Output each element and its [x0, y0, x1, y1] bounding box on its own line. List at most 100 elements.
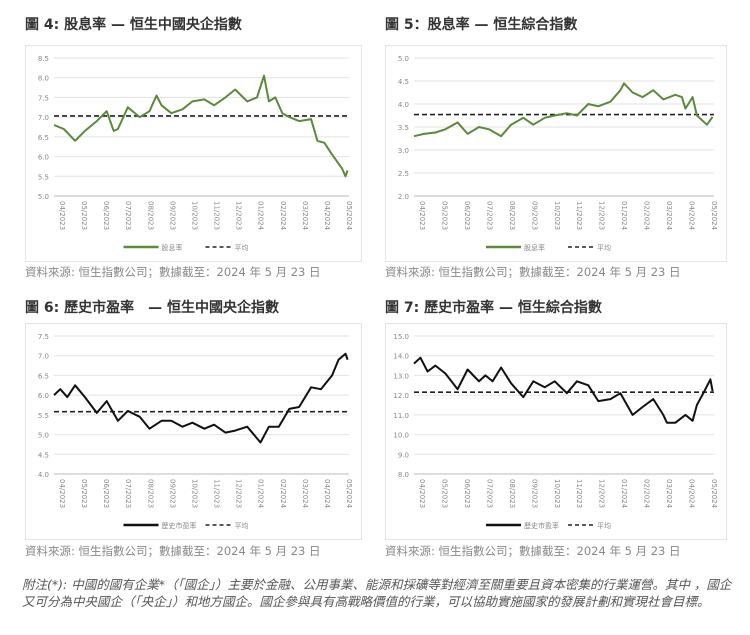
y-tick-label: 2.0 — [398, 193, 409, 201]
y-tick-label: 12.0 — [393, 392, 409, 400]
y-tick-label: 8.5 — [38, 55, 49, 63]
x-tick-label: 03/2024 — [301, 201, 309, 231]
y-tick-label: 5.0 — [398, 55, 409, 63]
y-tick-label: 5.5 — [38, 412, 49, 420]
y-tick-label: 13.0 — [393, 372, 409, 380]
x-tick-label: 01/2024 — [257, 479, 265, 509]
x-tick-label: 03/2024 — [665, 479, 673, 509]
y-tick-label: 5.0 — [38, 432, 49, 440]
x-tick-label: 02/2024 — [643, 479, 651, 509]
x-tick-label: 10/2023 — [190, 479, 198, 508]
legend-label: 平均 — [235, 521, 249, 530]
legend-label: 平均 — [235, 243, 249, 252]
x-tick-label: 08/2023 — [508, 479, 516, 508]
y-tick-label: 5.5 — [38, 173, 49, 181]
y-tick-label: 7.0 — [38, 353, 49, 361]
y-tick-label: 3.0 — [398, 147, 409, 155]
x-tick-label: 07/2023 — [124, 479, 132, 508]
chart-title: 圖 6: 歷史市盈率 — 恒生中國央企指數 — [25, 300, 279, 316]
x-tick-label: 10/2023 — [553, 201, 561, 230]
x-tick-label: 11/2023 — [575, 479, 583, 508]
y-tick-label: 4.0 — [38, 471, 49, 479]
source-note: 資料來源: 恒生指數公司；數據截至：2024 年 5 月 23 日 — [385, 265, 681, 279]
x-tick-label: 10/2023 — [553, 479, 561, 508]
source-note: 資料來源: 恒生指數公司；數據截至：2024 年 5 月 23 日 — [25, 544, 321, 558]
x-tick-label: 05/2024 — [345, 201, 353, 231]
x-tick-label: 06/2023 — [102, 479, 110, 508]
x-tick-label: 03/2024 — [301, 479, 309, 509]
y-tick-label: 8.0 — [398, 471, 409, 479]
x-tick-label: 01/2024 — [620, 479, 628, 509]
x-tick-label: 03/2024 — [665, 201, 673, 231]
x-tick-label: 11/2023 — [575, 201, 583, 230]
x-tick-label: 12/2023 — [235, 201, 243, 230]
x-tick-label: 01/2024 — [257, 201, 265, 231]
x-tick-label: 07/2023 — [485, 479, 493, 508]
y-tick-label: 4.5 — [398, 78, 409, 86]
x-tick-label: 02/2024 — [279, 201, 287, 231]
x-tick-label: 06/2023 — [463, 201, 471, 230]
source-note: 資料來源: 恒生指數公司；數據截至：2024 年 5 月 23 日 — [25, 265, 321, 279]
x-tick-label: 06/2023 — [463, 479, 471, 508]
x-tick-label: 04/2024 — [323, 479, 331, 509]
x-tick-label: 07/2023 — [485, 201, 493, 230]
y-tick-label: 11.0 — [393, 412, 409, 420]
x-tick-label: 01/2024 — [620, 201, 628, 231]
x-tick-label: 04/2024 — [688, 479, 696, 509]
x-tick-label: 05/2023 — [440, 201, 448, 230]
x-tick-label: 04/2024 — [688, 201, 696, 231]
y-tick-label: 8.0 — [38, 75, 49, 83]
x-tick-label: 12/2023 — [598, 479, 606, 508]
chart-title: 圖 4: 股息率 — 恒生中國央企指數 — [25, 17, 242, 33]
x-tick-label: 05/2023 — [440, 479, 448, 508]
x-tick-label: 05/2023 — [80, 201, 88, 230]
series-line — [53, 74, 349, 178]
chart-box: 5.0 5.5 6.0 6.5 7.0 7.5 8.0 8.5 04/2023 05/2023 06… — [25, 45, 362, 262]
legend-label: 股息率 — [524, 243, 545, 252]
x-tick-label: 09/2023 — [530, 201, 538, 230]
legend-label: 歷史市盈率 — [524, 521, 559, 530]
x-tick-label: 11/2023 — [213, 479, 221, 508]
x-tick-label: 08/2023 — [146, 201, 154, 230]
x-tick-label: 05/2024 — [710, 201, 718, 231]
legend-label: 平均 — [597, 521, 611, 530]
x-tick-label: 05/2024 — [345, 479, 353, 509]
y-tick-label: 15.0 — [393, 333, 409, 341]
source-note: 資料來源: 恒生指數公司；數據截至：2024 年 5 月 23 日 — [385, 544, 681, 558]
x-tick-label: 12/2023 — [235, 479, 243, 508]
x-tick-label: 06/2023 — [102, 201, 110, 230]
legend-label: 歷史市盈率 — [162, 521, 197, 530]
series-line — [413, 356, 714, 424]
y-tick-label: 4.0 — [398, 101, 409, 109]
x-tick-label: 04/2024 — [323, 201, 331, 231]
chart-title: 圖 7: 歷史市盈率 — 恒生綜合指數 — [385, 300, 602, 316]
y-tick-label: 6.5 — [38, 372, 49, 380]
chart-box: 2.0 2.5 3.0 3.5 4.0 4.5 5.0 04/2023 05/2023 06/20… — [385, 45, 727, 262]
legend-label: 股息率 — [162, 243, 183, 252]
y-tick-label: 5.0 — [38, 193, 49, 201]
y-tick-label: 9.0 — [398, 451, 409, 459]
chart-box: 8.0 9.0 10.0 11.0 12.0 13.0 14.0 15.0 04/2023 05/… — [385, 323, 727, 540]
x-tick-label: 07/2023 — [124, 201, 132, 230]
y-tick-label: 3.5 — [398, 124, 409, 132]
x-tick-label: 09/2023 — [530, 479, 538, 508]
series-line — [53, 352, 349, 444]
y-tick-label: 14.0 — [393, 353, 409, 361]
y-tick-label: 6.0 — [38, 392, 49, 400]
x-tick-label: 12/2023 — [598, 201, 606, 230]
x-tick-label: 04/2023 — [418, 479, 426, 508]
x-tick-label: 11/2023 — [213, 201, 221, 230]
y-tick-label: 10.0 — [393, 432, 409, 440]
y-tick-label: 6.0 — [38, 154, 49, 162]
y-tick-label: 6.5 — [38, 134, 49, 142]
x-tick-label: 05/2024 — [710, 479, 718, 509]
legend-label: 平均 — [597, 243, 611, 252]
y-tick-label: 2.5 — [398, 170, 409, 178]
x-tick-label: 08/2023 — [146, 479, 154, 508]
x-tick-label: 10/2023 — [190, 201, 198, 230]
x-tick-label: 04/2023 — [58, 479, 66, 508]
x-tick-label: 04/2023 — [58, 201, 66, 230]
x-tick-label: 08/2023 — [508, 201, 516, 230]
chart-title: 圖 5：股息率 — 恒生綜合指數 — [385, 17, 578, 33]
x-tick-label: 02/2024 — [643, 201, 651, 231]
